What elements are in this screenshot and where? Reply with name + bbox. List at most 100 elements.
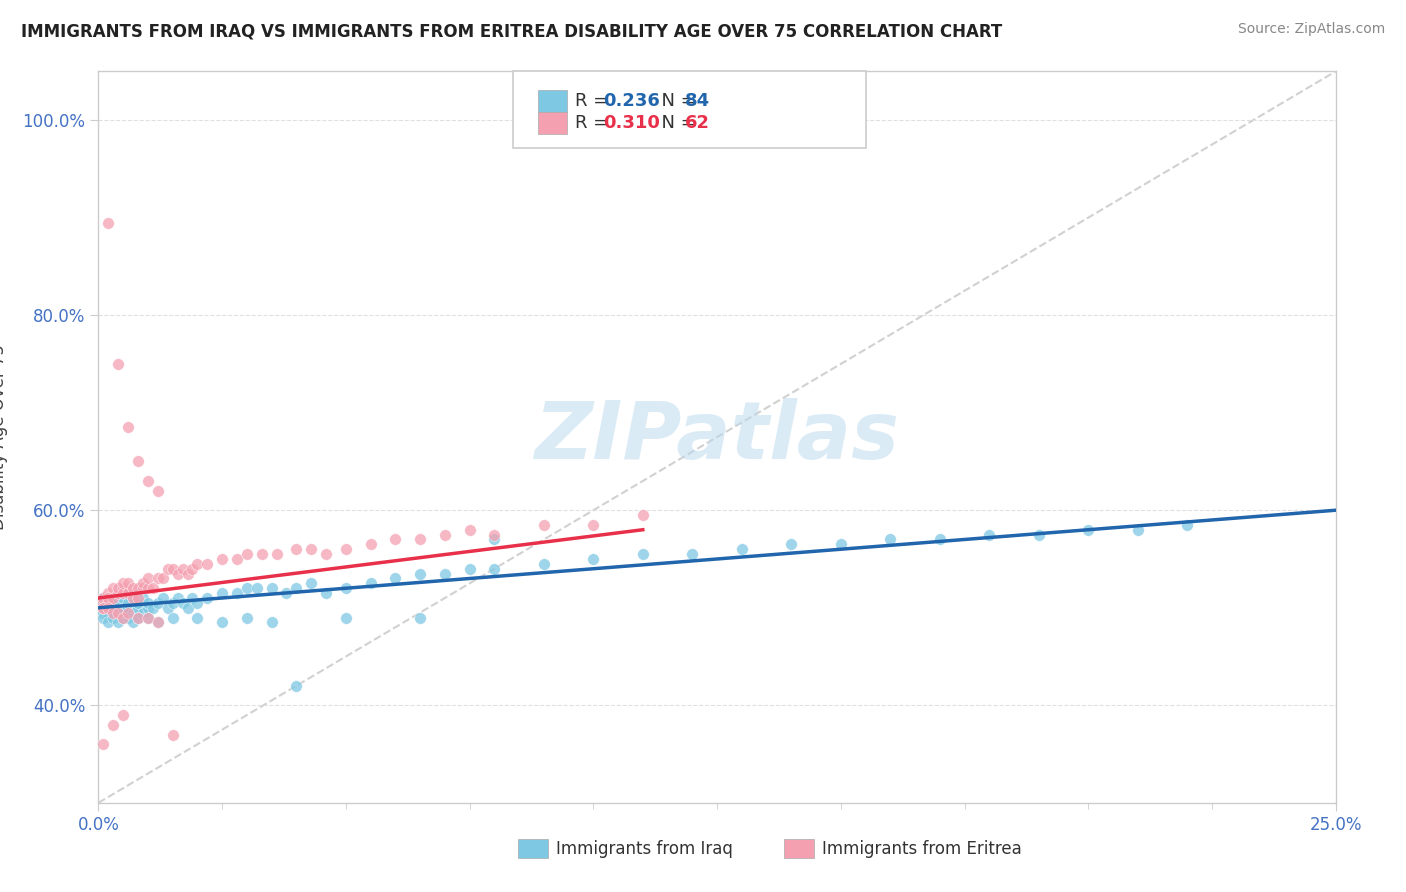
Point [93,591,115,605]
Point [93,591,115,605]
Point [166,566,188,581]
Point [97,615,120,630]
Point [335,581,357,595]
Point [112,591,135,605]
Point [87,600,110,615]
Point [484,533,506,547]
Point [409,566,432,581]
Point [112,586,135,600]
Point [136,581,159,595]
Point [186,557,208,571]
Point [433,566,456,581]
Text: R =: R = [575,114,614,132]
Point [1077,523,1099,537]
Point [1028,527,1050,541]
Point [195,591,218,605]
Point [103,600,125,615]
Point [117,606,139,620]
Point [112,610,135,624]
Point [112,576,135,591]
Point [142,600,165,615]
Text: N =: N = [650,93,702,111]
FancyBboxPatch shape [517,838,547,858]
Point [211,586,233,600]
Point [127,596,149,610]
Point [162,562,184,576]
Point [246,581,269,595]
FancyBboxPatch shape [785,838,814,858]
Point [132,591,155,605]
Point [112,606,135,620]
Point [122,591,145,605]
Point [299,576,322,591]
Point [731,542,754,557]
Point [122,615,145,630]
Point [97,591,120,605]
Point [103,591,125,605]
Point [112,708,135,723]
Point [285,581,308,595]
Point [146,483,169,498]
Point [103,581,125,595]
Point [315,586,337,600]
Point [97,586,120,600]
Point [152,591,174,605]
Point [107,615,129,630]
FancyBboxPatch shape [537,112,568,135]
Point [117,596,139,610]
Point [146,615,169,630]
Point [103,610,125,624]
Point [780,537,803,551]
Point [97,600,120,615]
Point [156,562,179,576]
Y-axis label: Disability Age Over 75: Disability Age Over 75 [0,344,8,530]
Point [285,679,308,693]
Point [112,600,135,615]
Point [142,581,165,595]
Point [166,591,188,605]
Text: N =: N = [650,114,702,132]
Point [93,606,115,620]
Text: IMMIGRANTS FROM IRAQ VS IMMIGRANTS FROM ERITREA DISABILITY AGE OVER 75 CORRELATI: IMMIGRANTS FROM IRAQ VS IMMIGRANTS FROM … [21,22,1002,40]
Point [136,610,159,624]
Point [97,606,120,620]
Point [384,533,406,547]
Point [266,547,288,561]
Point [112,610,135,624]
Text: Immigrants from Iraq: Immigrants from Iraq [557,840,733,858]
Point [236,547,259,561]
Point [136,572,159,586]
Point [136,596,159,610]
Point [433,527,456,541]
Point [879,533,901,547]
Point [176,600,198,615]
Point [152,572,174,586]
Point [127,610,149,624]
Point [195,557,218,571]
Point [156,600,179,615]
Point [211,615,233,630]
Text: 0.236: 0.236 [603,93,659,111]
Point [117,586,139,600]
Point [97,596,120,610]
Point [1175,517,1198,532]
Point [103,718,125,732]
Text: Source: ZipAtlas.com: Source: ZipAtlas.com [1237,22,1385,37]
Point [132,581,155,595]
Point [136,474,159,488]
Point [409,610,432,624]
Point [146,615,169,630]
Point [103,606,125,620]
Point [181,562,204,576]
Point [186,596,208,610]
Point [631,508,654,522]
Point [117,420,139,434]
Point [315,547,337,561]
Point [533,517,555,532]
Point [176,566,198,581]
Point [97,596,120,610]
Point [276,586,298,600]
Point [631,547,654,561]
Text: 62: 62 [685,114,710,132]
Point [335,610,357,624]
